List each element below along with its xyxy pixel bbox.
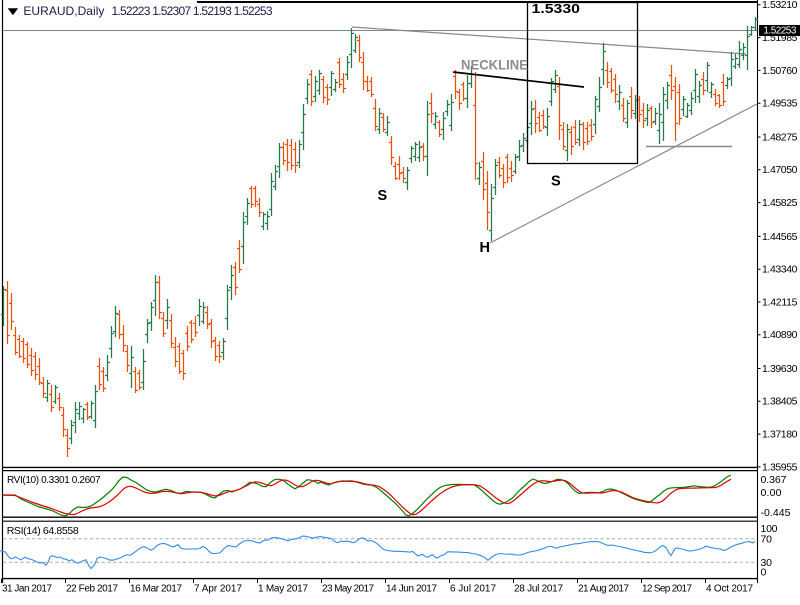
svg-text:1.43340: 1.43340 [762,264,798,276]
svg-text:1.48275: 1.48275 [762,131,798,143]
svg-text:70: 70 [761,534,773,546]
svg-text:RSI(14) 64.8558: RSI(14) 64.8558 [7,525,79,537]
svg-text:21 Aug 2017: 21 Aug 2017 [578,584,629,595]
svg-text:22 Feb 2017: 22 Feb 2017 [66,584,118,595]
svg-text:6 Jul 2017: 6 Jul 2017 [450,584,496,595]
svg-text:1.44565: 1.44565 [762,231,798,243]
svg-text:1.42115: 1.42115 [762,296,798,308]
svg-text:1.35955: 1.35955 [762,461,798,473]
svg-text:0.00: 0.00 [761,487,782,499]
svg-text:14 Jun 2017: 14 Jun 2017 [386,584,437,595]
svg-text:H: H [480,240,490,256]
svg-text:23 May 2017: 23 May 2017 [322,584,374,595]
svg-text:1.38405: 1.38405 [762,396,798,408]
svg-text:16 Mar 2017: 16 Mar 2017 [130,584,182,595]
svg-text:EURAUD,Daily: EURAUD,Daily [23,4,104,18]
svg-text:1.5330: 1.5330 [532,1,581,16]
svg-text:1.52253: 1.52253 [763,26,796,37]
svg-text:S: S [551,174,561,190]
svg-text:NECKLINE: NECKLINE [461,58,528,73]
svg-text:31 Jan 2017: 31 Jan 2017 [2,584,52,595]
svg-text:S: S [378,188,388,204]
svg-text:28 Jul 2017: 28 Jul 2017 [514,584,563,595]
svg-text:1.40890: 1.40890 [762,329,798,341]
svg-text:4 Oct 2017: 4 Oct 2017 [706,584,753,595]
svg-text:1 May 2017: 1 May 2017 [258,584,308,595]
svg-text:1.39630: 1.39630 [762,363,798,375]
svg-text:1.53210: 1.53210 [762,0,798,11]
svg-text:RVI(10) 0.3301 0.2607: RVI(10) 0.3301 0.2607 [7,475,101,486]
svg-text:1.45825: 1.45825 [762,197,798,209]
svg-text:100: 100 [761,523,778,535]
svg-text:7 Apr 2017: 7 Apr 2017 [194,584,242,595]
svg-text:0: 0 [761,567,767,579]
svg-text:1.52223 1.52307 1.52193 1.5225: 1.52223 1.52307 1.52193 1.52253 [112,4,273,18]
svg-text:30: 30 [761,557,773,569]
svg-text:1.47050: 1.47050 [762,164,798,176]
svg-text:1.49535: 1.49535 [762,98,798,110]
svg-text:12 Sep 2017: 12 Sep 2017 [642,584,692,595]
svg-text:0.367: 0.367 [761,474,787,486]
svg-text:-0.445: -0.445 [761,507,791,519]
svg-text:1.50760: 1.50760 [762,65,798,77]
svg-text:1.37180: 1.37180 [762,429,798,441]
